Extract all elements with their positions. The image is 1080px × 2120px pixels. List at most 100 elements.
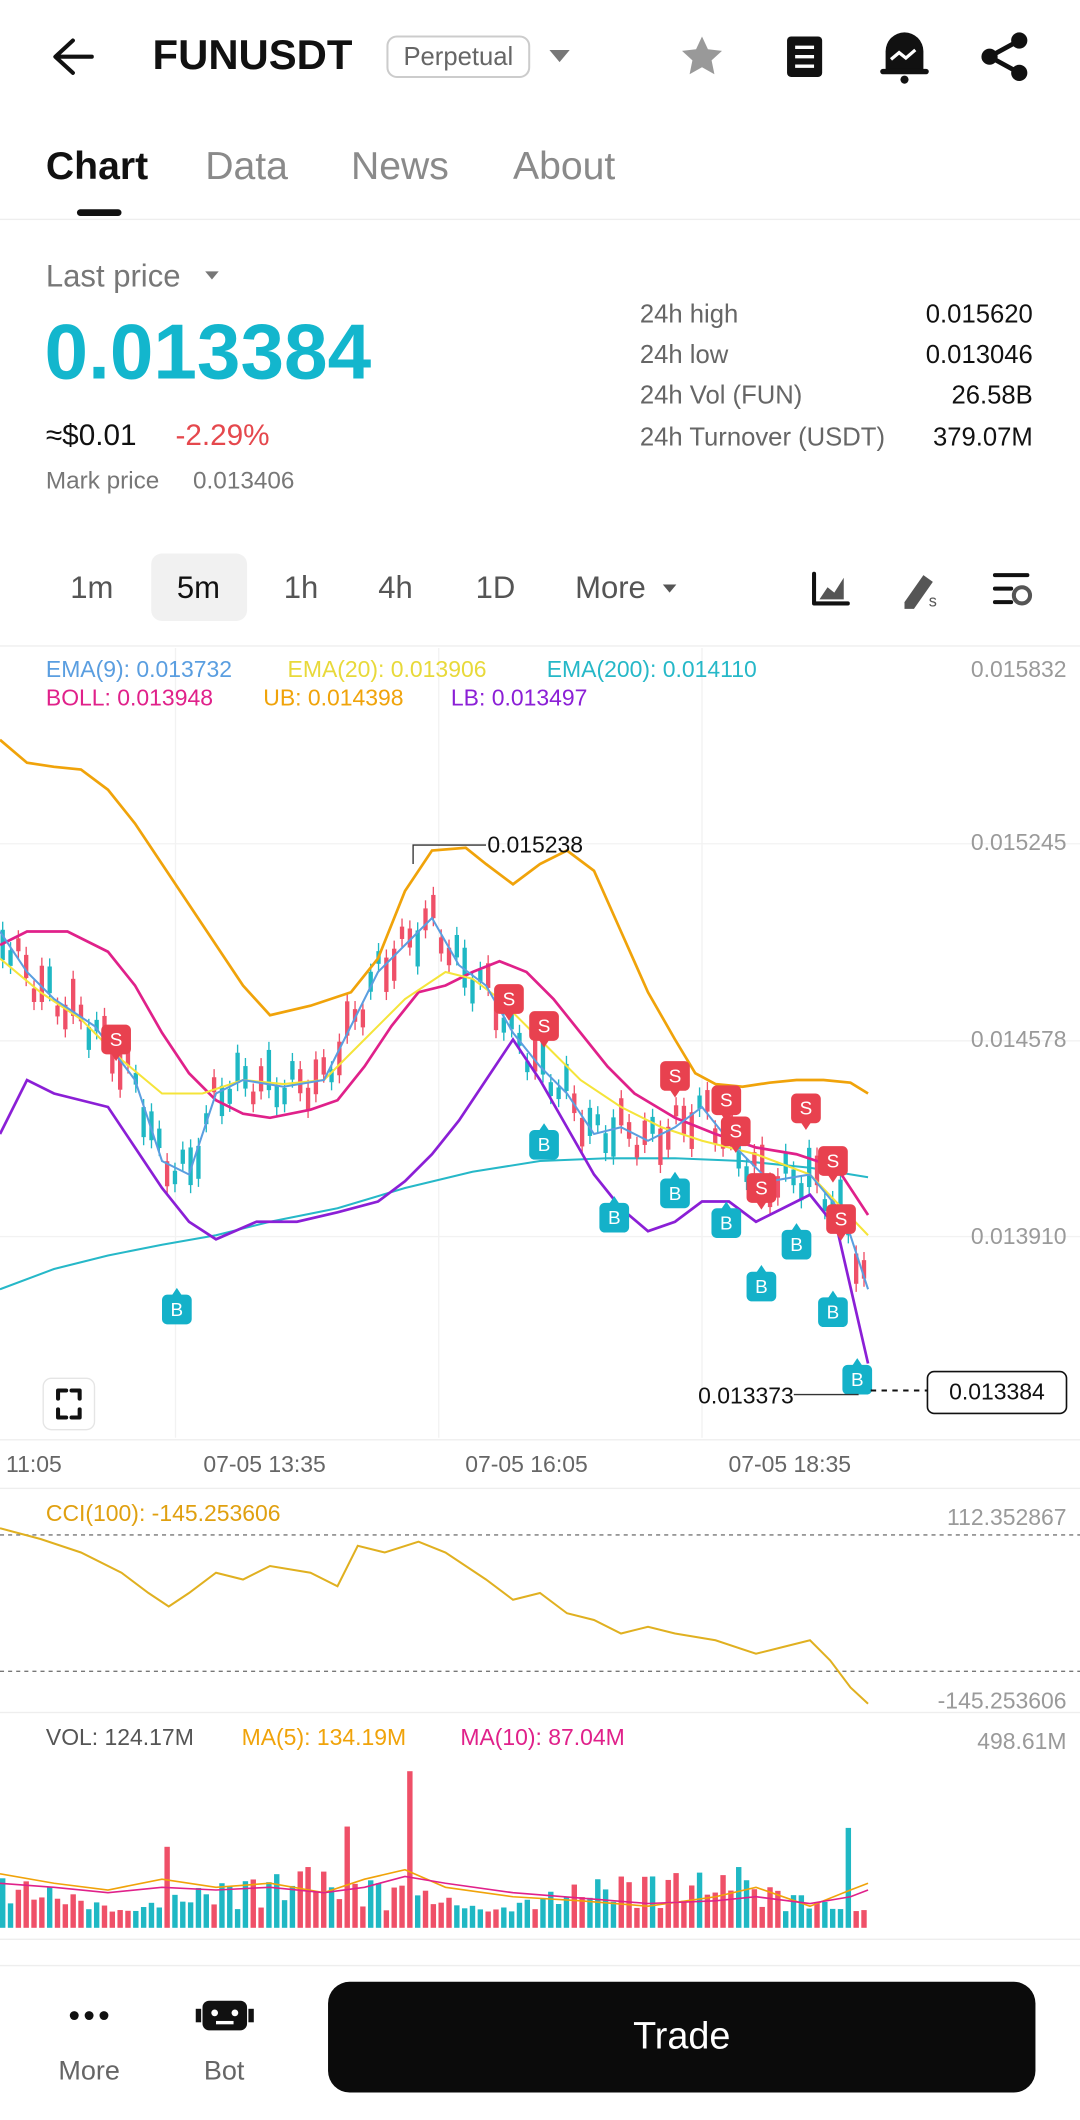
volume-bar [234, 1909, 241, 1928]
volume-bar [422, 1890, 429, 1928]
candle-body [94, 1019, 99, 1032]
boll-lower-line [0, 1037, 870, 1364]
time-axis-label: 07-05 18:35 [729, 1451, 851, 1477]
stat-label: 24h low [640, 341, 729, 369]
vol-legend: VOL: 124.17M [46, 1724, 194, 1750]
volume-bar [117, 1910, 123, 1928]
ema-legend: EMA(20): 0.013906 [288, 656, 487, 682]
volume-bar [642, 1876, 648, 1928]
interval[interactable]: 1h [284, 570, 319, 605]
buy-marker [711, 1208, 742, 1238]
candle-body [55, 1005, 60, 1017]
buy-label: B [608, 1208, 621, 1229]
tab[interactable]: News [351, 145, 449, 188]
boll-legend: LB: 0.013497 [451, 684, 587, 710]
candle-body [313, 1059, 319, 1095]
volume-bar [806, 1908, 812, 1928]
candle-body [658, 1128, 663, 1165]
candle-body [548, 1082, 553, 1097]
usd-price: ≈$0.01 [46, 419, 137, 452]
ema9-line [0, 916, 870, 1290]
draw-icon[interactable]: s [904, 575, 937, 610]
candle-body [399, 926, 405, 939]
candle-body [321, 1057, 326, 1075]
trade-button[interactable] [328, 1981, 1036, 2093]
divider [0, 1711, 1080, 1714]
volume-bar [305, 1867, 311, 1928]
volume-bar [485, 1911, 491, 1928]
last-price-label[interactable]: Last price [46, 258, 181, 293]
volume-bar [814, 1902, 820, 1928]
candle-body [642, 1120, 647, 1145]
more-icon[interactable] [69, 2011, 109, 2021]
dropdown-caret[interactable] [549, 49, 570, 63]
candle-body [16, 938, 21, 952]
volume-bar [461, 1908, 468, 1928]
volume-bar [689, 1885, 695, 1928]
volume-bar [477, 1909, 484, 1928]
tab[interactable]: About [513, 145, 615, 188]
nav-label[interactable]: Bot [204, 2055, 245, 2085]
volume-bar [634, 1907, 640, 1928]
volume-bar [156, 1907, 162, 1928]
volume-bar [579, 1897, 585, 1928]
buy-pointer [538, 1123, 550, 1132]
back-button[interactable] [53, 38, 94, 75]
volume-bar [767, 1887, 773, 1928]
interval[interactable]: 4h [378, 570, 413, 605]
bot-icon[interactable] [195, 2000, 254, 2031]
buy-pointer [720, 1201, 732, 1210]
volume-bar [289, 1885, 296, 1928]
symbol: FUNUSDT [153, 31, 353, 78]
settings-icon[interactable] [992, 573, 1033, 606]
volume-bar [728, 1890, 734, 1928]
volume-bar [352, 1883, 358, 1928]
candle-body [39, 965, 45, 1003]
trade-label[interactable]: Trade [633, 2015, 730, 2057]
price-axis-label: 0.013910 [971, 1223, 1067, 1249]
indicator-icon[interactable] [812, 571, 850, 606]
vol-ma10-line [0, 1875, 869, 1905]
nav-label[interactable]: More [58, 2055, 120, 2085]
buy-marker [818, 1297, 848, 1328]
volume-bar [336, 1899, 343, 1928]
notes-icon[interactable] [787, 36, 823, 77]
fullscreen-button[interactable] [42, 1377, 96, 1431]
sell-label: S [110, 1030, 123, 1051]
sell-pointer [800, 1121, 812, 1130]
candle-body [446, 947, 452, 966]
interval[interactable]: More [575, 570, 646, 605]
candle-body [196, 1145, 201, 1179]
volume-bar [93, 1902, 100, 1928]
buy-marker [781, 1229, 812, 1260]
volume-bar [368, 1880, 374, 1928]
boll-legend: BOLL: 0.013948 [46, 684, 213, 710]
candle-body [266, 1049, 272, 1091]
candle-body [595, 1114, 600, 1126]
tab[interactable]: Chart [46, 145, 148, 188]
buy-label: B [851, 1370, 864, 1391]
candle-body [282, 1087, 287, 1105]
volume-bar [313, 1891, 319, 1928]
time-axis-label: 07-05 16:05 [465, 1451, 587, 1477]
stat-value: 26.58B [951, 382, 1032, 410]
volume-bar [657, 1908, 664, 1928]
volume-bar [595, 1879, 601, 1928]
sell-pointer [669, 1089, 681, 1098]
volume-bar [375, 1883, 382, 1928]
favorite-icon[interactable] [682, 36, 722, 75]
volume-bar [383, 1910, 390, 1928]
interval[interactable]: 1m [70, 570, 113, 605]
tab[interactable]: Data [205, 145, 288, 188]
divider [0, 1439, 1080, 1441]
interval[interactable]: 5m [177, 570, 220, 605]
interval-selected-bg [151, 553, 248, 622]
volume-bar [751, 1889, 758, 1928]
interval[interactable]: 1D [476, 570, 516, 605]
alert-icon[interactable] [880, 32, 929, 84]
share-icon[interactable] [981, 32, 1028, 82]
candle-body [822, 1199, 828, 1212]
volume-bar [274, 1874, 280, 1928]
volume-bar [242, 1881, 249, 1928]
